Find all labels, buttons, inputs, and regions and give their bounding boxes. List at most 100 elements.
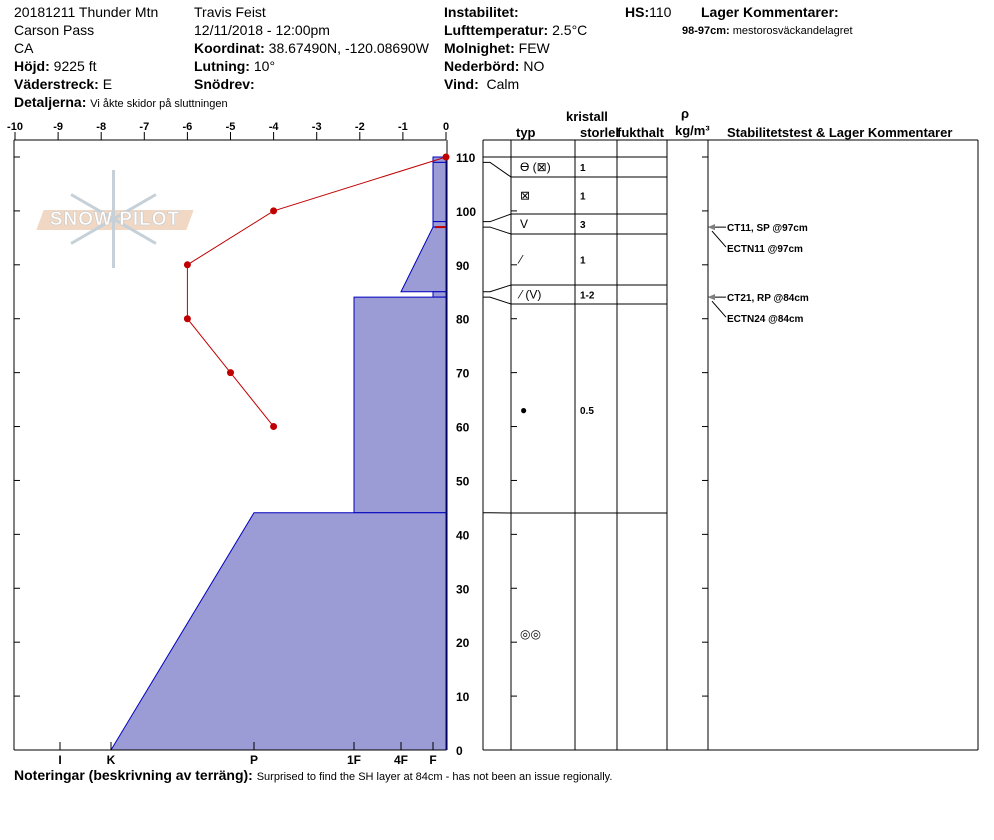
height-tick-label: 40 [456,528,470,542]
aspect: Väderstreck: E [14,76,112,92]
coord-label: Koordinat: [194,40,265,56]
layer-comment-text: mestorosväckandelagret [732,25,853,37]
hs-value: 110 [649,4,672,20]
temp-tick-label: -6 [183,121,193,133]
col-stability: Stabilitetstest & Lager Kommentarer [727,125,953,140]
temp-tick-label: -8 [96,121,106,133]
temp-tick-label: -4 [269,121,280,133]
airtemp-value: 2.5°C [552,22,588,38]
snowpilot-logo: SNOW PILOT [36,170,194,270]
stability-test-label: CT11, SP @97cm [727,223,808,234]
slope-value: 10° [253,58,276,74]
elevation: Höjd: 9225 ft [14,58,96,74]
hardness-layer-6 [110,512,447,751]
grain-size: 3 [580,220,586,231]
grain-size: 1 [580,256,586,267]
col-rho: ρ [681,106,690,121]
height-tick-label: 20 [456,636,470,650]
grain-type-symbol: ⁄ (V) [517,288,541,302]
logo-text: SNOW PILOT [49,209,181,231]
stability-test-label: ECTN24 @84cm [727,314,804,325]
grain-type-symbol: ● [520,403,527,417]
sky-value: FEW [518,40,550,56]
details: Detaljerna: Vi åkte skidor på sluttninge… [14,94,228,112]
temperature-point [270,207,278,215]
observer: Travis Feist [194,4,266,20]
test-arrow-head [708,294,715,301]
test-arrow-line [711,230,727,248]
layer-connector [483,226,512,235]
temp-tick-label: -1 [398,121,408,133]
temp-tick-label: -7 [139,121,149,133]
col-density: kg/m³ [675,123,710,138]
notes-label: Noteringar (beskrivning av terräng): [14,767,253,783]
aspect-label: Väderstreck: [14,76,99,92]
col-crystal: kristall [566,109,608,124]
height-tick-label: 70 [456,367,470,381]
pit-title: 20181211 Thunder Mtn [14,4,159,20]
temp-tick-label: -2 [355,121,365,133]
layer-comments-label: Lager Kommentarer: [701,4,839,20]
instability-label: Instabilitet: [444,4,519,20]
sky-label: Molnighet: [444,40,515,56]
precip-value: NO [523,58,545,74]
test-arrow-head [708,224,715,231]
layer-connector [483,296,512,305]
state: CA [14,40,34,56]
details-label: Detaljerna: [14,94,87,110]
height-tick-label: 90 [456,259,470,273]
hardness-tick-label: K [107,753,116,767]
coord-value: 38.67490N, -120.08690W [268,40,429,56]
precip-label: Nederbörd: [444,58,520,74]
hardness-layer-5 [353,296,447,514]
temp-tick-label: 0 [443,121,449,133]
temp-tick-label: -5 [226,121,236,133]
height-tick-label: 50 [456,474,470,488]
precip: Nederbörd: NO [444,58,544,74]
grain-size: 1 [580,192,586,203]
grain-type-symbol: ◎◎ [520,627,541,641]
airtemp-label: Lufttemperatur: [444,22,549,38]
drift: Snödrev: [194,76,255,92]
temperature-point [270,423,278,431]
temp-tick-label: -10 [7,121,23,133]
sky: Molnighet: FEW [444,40,550,56]
hardness-layer-3 [400,226,447,293]
hardness-tick-label: P [250,753,258,767]
coordinates: Koordinat: 38.67490N, -120.08690W [194,40,429,56]
instability: Instabilitet: [444,4,519,20]
temp-tick-label: -3 [312,121,322,133]
grain-size: 1-2 [580,291,595,302]
datetime: 12/11/2018 - 12:00pm [194,22,330,38]
hardness-layer-1 [432,161,447,223]
air-temp: Lufttemperatur: 2.5°C [444,22,587,38]
hardness-tick-label: F [429,753,436,767]
wind-label: Vind: [444,76,479,92]
hardness-tick-label: 4F [394,753,408,767]
grain-type-symbol: ϴ (⊠) [520,160,551,174]
test-arrow-line [711,300,727,318]
layer-comment: 98-97cm: mestorosväckandelagret [682,23,853,39]
hardness-tick-label: 1F [347,753,361,767]
notes: Noteringar (beskrivning av terräng): Sur… [14,767,612,785]
stability-test-label: ECTN11 @97cm [727,244,803,255]
details-value: Vi åkte skidor på sluttningen [90,98,228,110]
aspect-value: E [102,76,113,92]
slope-label: Lutning: [194,58,250,74]
hs-label: HS: [625,4,650,20]
hs: HS:110 [625,4,671,20]
layer-connector [483,161,512,178]
height-tick-label: 0 [456,744,463,758]
temperature-line [186,156,447,427]
height-tick-label: 30 [456,582,470,596]
grain-type-symbol: V [520,217,528,231]
temperature-point [442,153,450,161]
elevation-label: Höjd: [14,58,50,74]
col-type: typ [516,125,536,140]
height-tick-label: 100 [456,205,476,219]
temp-tick-label: -9 [53,121,63,133]
temperature-point [183,261,191,269]
grain-size: 1 [580,163,586,174]
